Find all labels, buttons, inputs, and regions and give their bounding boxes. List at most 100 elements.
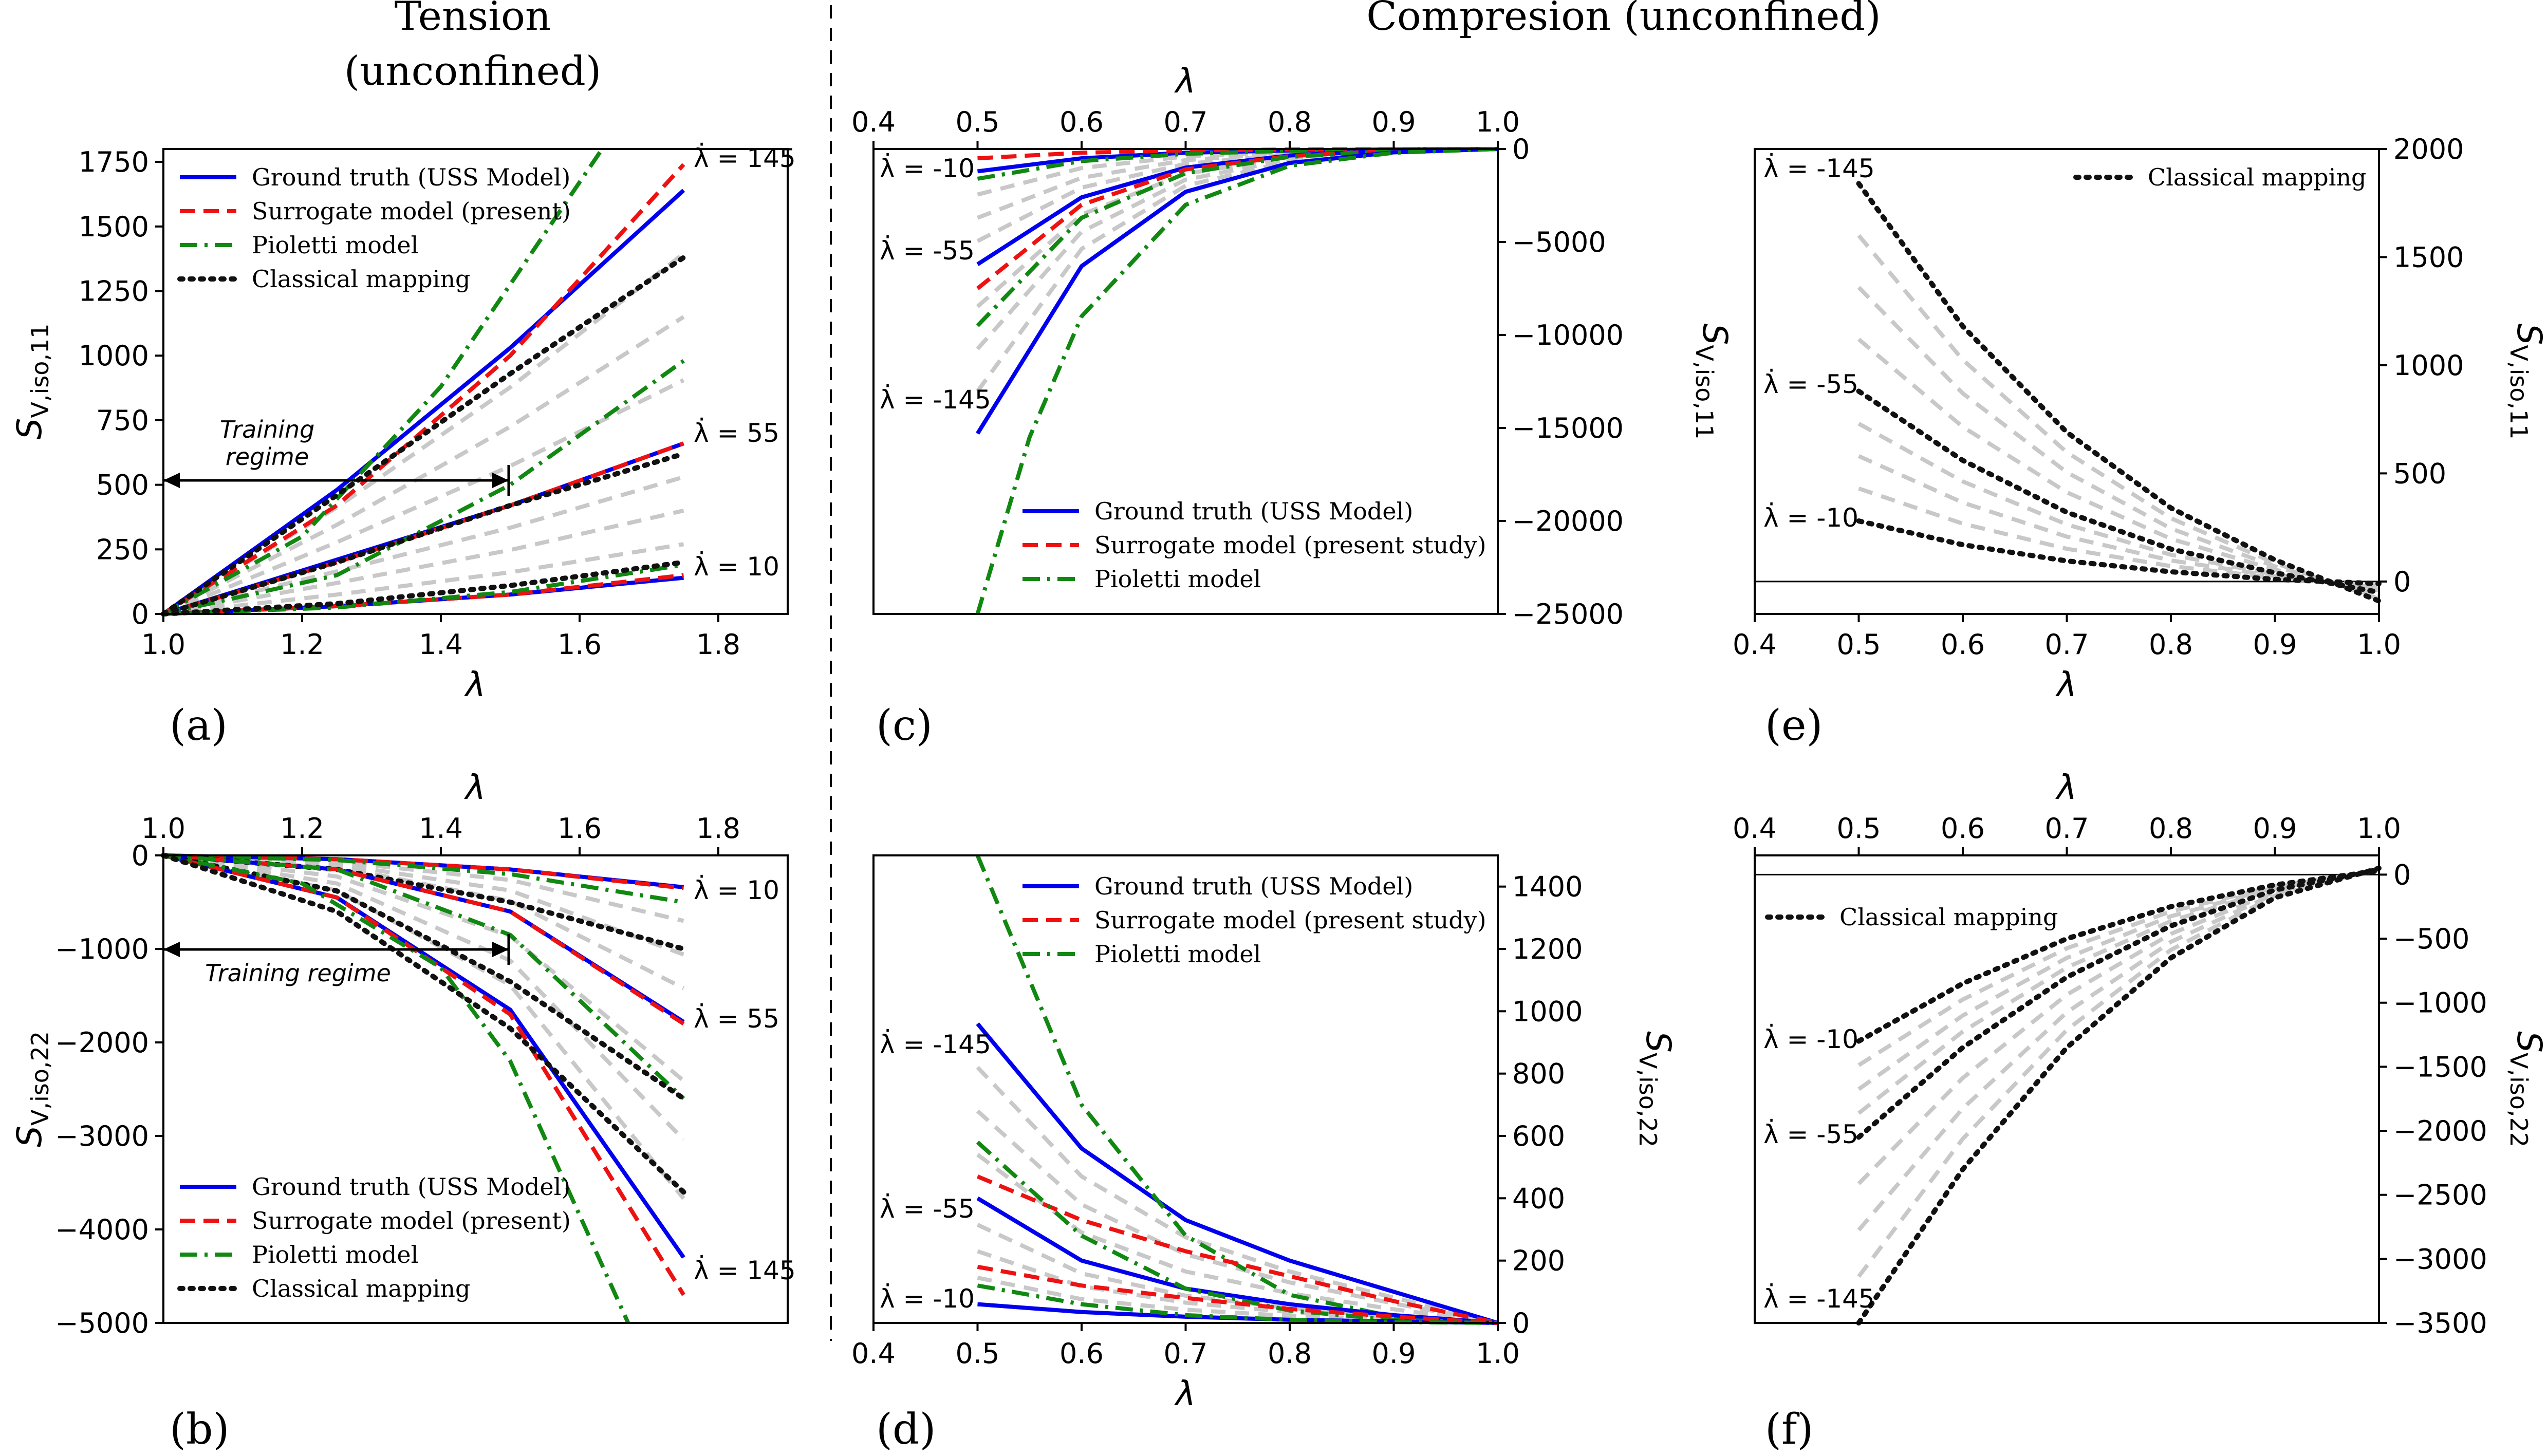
plot-frame-a (162, 148, 789, 615)
x-axis-label-f: λ (2055, 768, 2077, 807)
x-tick-label-f: 0.9 (2253, 812, 2297, 845)
y-tick-label-d: 1400 (1512, 871, 1583, 903)
x-axis-label-e: λ (2055, 665, 2077, 704)
y-tick-label-a: 500 (96, 469, 149, 501)
y-tick-label-b: −4000 (55, 1214, 149, 1246)
faint-curve-a (163, 542, 684, 616)
panel-f: 0.4 0.5 0.6 0.7 0.8 0.9 1.0 λ −3500 −3000 −2500 −20… (1733, 768, 2547, 1339)
y-tick-label-b: 0 (132, 839, 149, 872)
faint-curve-f (1857, 866, 2380, 1278)
series-line-f (1856, 865, 2382, 1326)
y-tick-label-d: 1000 (1512, 995, 1583, 1028)
legend-label-b: Ground truth (USS Model) (252, 1173, 570, 1201)
faint-curve-b (163, 853, 685, 1082)
y-axis-label-sub-e: V,iso,11 (2505, 345, 2533, 439)
y-tick-label-a: 1250 (79, 275, 149, 308)
series-line-c (976, 147, 1498, 290)
y-tick-label-a: 0 (132, 598, 149, 630)
training-word-a: Training (220, 416, 315, 443)
rate-label-a: λ̇ = 10 (694, 551, 779, 582)
x-tick-label-c: 0.9 (1372, 106, 1416, 138)
panel-e: 0.4 0.5 0.6 0.7 0.8 0.9 1.0 λ 0 500 1000 1500 2000 SV… (1733, 133, 2547, 704)
x-tick-label-c: 0.6 (1059, 106, 1104, 138)
x-tick-label-e: 0.7 (2045, 628, 2089, 661)
rate-label-e: λ̇ = -145 (1763, 153, 1875, 183)
y-axis-label-b: SV,iso,22 (10, 1031, 54, 1147)
x-tick-label-b: 1.4 (419, 812, 463, 845)
panel-label-c: (c) (876, 701, 933, 750)
y-axis-label-d: SV,iso,22 (1634, 1031, 1678, 1147)
faint-curve-b (163, 853, 684, 923)
y-tick-label-e: 1000 (2393, 349, 2464, 382)
legend-label-b: Classical mapping (252, 1275, 471, 1302)
series-line-f (1856, 867, 2382, 1140)
rate-label-d: λ̇ = -10 (880, 1283, 975, 1314)
rate-label-f: λ̇ = -145 (1763, 1283, 1875, 1314)
y-axis-label-sub-f: V,iso,22 (2505, 1053, 2533, 1147)
y-tick-label-f: −2000 (2393, 1115, 2487, 1147)
y-tick-label-c: −20000 (1512, 505, 1624, 537)
faint-curve-d (976, 1066, 1498, 1325)
panel-a: 1.0 1.2 1.4 1.6 1.8 λ 0 250 500 750 1000 1250 1500 17… (10, 143, 796, 704)
rate-label-b: λ̇ = 10 (694, 875, 779, 905)
x-tick-label-d: 0.9 (1372, 1337, 1416, 1370)
x-tick-label-a: 1.0 (141, 628, 185, 661)
x-tick-label-b: 1.0 (141, 812, 185, 845)
y-tick-label-b: −3000 (55, 1120, 149, 1152)
x-tick-label-d: 0.5 (956, 1337, 1000, 1370)
rate-label-a: λ̇ = 145 (694, 143, 796, 173)
arrowhead-left-a (163, 473, 180, 488)
x-tick-label-c: 0.8 (1268, 106, 1312, 138)
rate-label-c: λ̇ = -145 (880, 384, 991, 415)
series-line-b (163, 853, 685, 1100)
legend-label-f: Classical mapping (1839, 903, 2058, 931)
y-tick-label-f: −3000 (2393, 1243, 2487, 1275)
y-axis-label-main-e: S (2509, 323, 2547, 345)
arrowhead-right-b (492, 942, 509, 957)
faint-curve-c (977, 147, 1498, 220)
legend-label-c: Ground truth (USS Model) (1094, 497, 1413, 525)
y-tick-label-b: −1000 (55, 933, 149, 965)
x-tick-label-f: 0.6 (1941, 812, 1985, 845)
y-axis-label-f: SV,iso,22 (2505, 1031, 2547, 1147)
y-axis-label-sub-d: V,iso,22 (1634, 1053, 1662, 1147)
series-line-c (976, 147, 1498, 435)
y-tick-label-e: 500 (2393, 457, 2446, 490)
series-line-a (162, 163, 685, 616)
legend-label-a: Ground truth (USS Model) (252, 163, 570, 191)
series-line-b (161, 853, 686, 1195)
legend-label-a: Classical mapping (252, 265, 471, 293)
y-tick-label-a: 1500 (79, 211, 149, 243)
x-tick-label-c: 0.4 (851, 106, 896, 138)
faint-curve-b (163, 853, 684, 957)
x-tick-label-c: 0.5 (956, 106, 1000, 138)
rate-label-a: λ̇ = 55 (694, 418, 779, 448)
x-tick-label-e: 0.8 (2149, 628, 2193, 661)
faint-curve-b (163, 853, 685, 991)
legend-label-b: Surrogate model (present) (252, 1207, 571, 1235)
series-line-b (163, 853, 685, 1025)
faint-curve-f (1857, 867, 2379, 1231)
series-line-a (161, 451, 686, 617)
y-tick-label-a: 750 (96, 404, 149, 437)
rate-label-d: λ̇ = -145 (880, 1029, 991, 1059)
faint-curve-f (1857, 868, 2379, 1067)
series-line-b (163, 853, 630, 1324)
panel-c: 0.4 0.5 0.6 0.7 0.8 0.9 1.0 λ −25000 −20000 −15000… (851, 61, 1735, 630)
rate-label-c: λ̇ = -10 (880, 153, 975, 183)
panel-label-d: (d) (876, 1405, 936, 1454)
y-axis-label-sub-b: V,iso,22 (26, 1031, 54, 1126)
x-tick-label-f: 0.4 (1733, 812, 1777, 845)
tension-heading-line1: Tension (395, 0, 551, 40)
series-line-b (161, 853, 686, 1102)
faint-curve-e (1858, 487, 2379, 588)
series-line-d (977, 1264, 1498, 1325)
legend-label-c: Pioletti model (1094, 565, 1261, 593)
y-axis-label-main-f: S (2509, 1031, 2547, 1053)
x-axis-label-b: λ (464, 768, 486, 807)
x-tick-label-e: 0.4 (1733, 628, 1777, 661)
y-tick-label-f: −3500 (2393, 1307, 2487, 1339)
compression-heading: Compresion (unconfined) (1366, 0, 1881, 40)
rate-label-e: λ̇ = -55 (1763, 369, 1858, 399)
x-tick-label-c: 1.0 (1476, 106, 1520, 138)
